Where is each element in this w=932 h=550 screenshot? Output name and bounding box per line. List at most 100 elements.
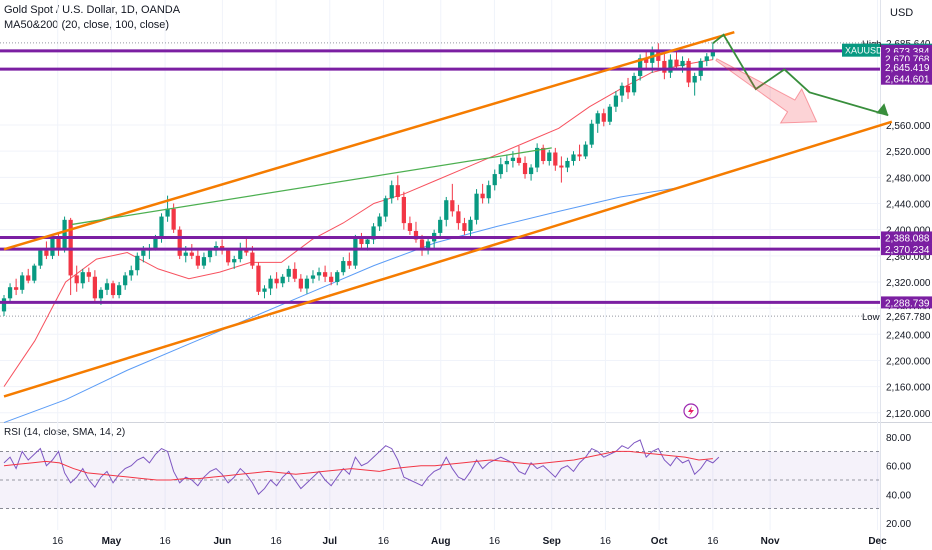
channel-lower-line (3, 120, 893, 398)
candle-body (359, 237, 364, 245)
candle-body (710, 50, 715, 57)
level-label-bg (881, 231, 932, 244)
time-tick-label: Jun (213, 536, 231, 547)
candle-body (510, 157, 516, 161)
candle-body (413, 230, 419, 240)
price-tick-label: 2,560.000 (886, 121, 931, 132)
candle-body (535, 147, 540, 168)
level-label-bg (881, 243, 932, 256)
candle-body (165, 208, 170, 217)
candle-body (438, 219, 443, 233)
candle-body (371, 226, 376, 240)
candle-body (159, 216, 164, 238)
chart-title: Gold Spot / U.S. Dollar, 1D, OANDA (4, 4, 181, 16)
candle-body (56, 237, 61, 250)
level-label-value: 2,645.419 (885, 63, 930, 74)
candle-body (20, 275, 25, 290)
rsi-label: RSI (14, close, SMA, 14, 2) (4, 427, 126, 438)
candle-body (541, 147, 546, 161)
candle-body (50, 237, 55, 256)
axis-label-bg (883, 309, 932, 324)
time-tick-label: May (102, 536, 122, 547)
channel-upper-line (3, 30, 735, 251)
candle-body (492, 174, 497, 186)
level-label-bg (881, 296, 932, 309)
level-label-value: 2,673.384 (885, 47, 930, 58)
candle-body (383, 198, 388, 217)
candle-body (589, 123, 594, 145)
pane-separator (0, 422, 932, 423)
axis-marker-name: Low (862, 312, 880, 323)
level-label-value: 2,644.601 (885, 75, 930, 86)
candle-body (674, 59, 679, 67)
price-tick-label: 2,520.000 (886, 147, 931, 158)
candle-body (141, 250, 146, 256)
rsi-line (3, 439, 720, 496)
candle-body (207, 250, 213, 258)
candle-body (195, 255, 200, 266)
down-arrow-drawing (715, 58, 818, 124)
projection-path (712, 33, 889, 117)
candle-body (316, 272, 322, 276)
time-tick-label: 16 (489, 536, 501, 547)
candle-body (601, 113, 606, 122)
candle-body (98, 289, 104, 299)
candle-body (232, 259, 237, 263)
candle-body (292, 268, 297, 279)
rsi-sma-line (3, 450, 713, 481)
time-tick-label: 16 (160, 536, 172, 547)
candle-body (171, 208, 176, 230)
level-label-value: 2,670.768 (885, 55, 930, 66)
price-tick-label: 2,320.000 (886, 278, 931, 289)
candle-body (135, 255, 140, 271)
ma20-line (3, 59, 713, 387)
candle-body (38, 250, 43, 266)
level-label-bg (881, 61, 932, 74)
candle-body (486, 185, 491, 199)
candle-body (104, 283, 110, 290)
candle-body (341, 261, 346, 273)
candle-body (638, 58, 643, 76)
price-tick-label: 2,480.000 (886, 173, 931, 184)
candle-body (44, 250, 49, 256)
candle-body (280, 276, 285, 284)
candle-body (7, 287, 13, 299)
candle-body (528, 167, 534, 175)
time-tick-label: 16 (52, 536, 64, 547)
candle-body (559, 165, 564, 168)
ma100-line (3, 186, 683, 424)
candle-body (565, 160, 570, 168)
candle-body (425, 241, 431, 250)
candle-body (13, 287, 19, 290)
candle-body (389, 185, 394, 199)
candle-body (262, 288, 267, 292)
candle-body (407, 223, 413, 231)
candle-body (183, 252, 188, 256)
candle-body (656, 51, 661, 61)
candle-body (462, 223, 467, 231)
candle-body (504, 160, 509, 165)
symbol-tag-bg (842, 43, 880, 57)
candle-body (456, 211, 461, 224)
candle-body (298, 278, 303, 289)
candle-body (468, 219, 473, 231)
time-tick-label: 16 (600, 536, 612, 547)
price-axis-border (880, 0, 881, 550)
candle-body (480, 193, 485, 199)
candle-body (274, 278, 279, 284)
candle-body (310, 275, 316, 279)
candle-body (583, 144, 588, 157)
candle-body (201, 257, 207, 266)
price-tick-label: 2,360.000 (886, 252, 931, 263)
candle-body (522, 162, 528, 175)
candle-body (177, 229, 182, 256)
level-label-value: 2,388.088 (885, 233, 930, 244)
indicator-label: MA50&200 (20, close, 100, close) (4, 19, 170, 31)
projection-arrowhead (876, 103, 889, 116)
rsi-tick-label: 20.00 (886, 519, 911, 530)
level-label-value: 2,370.234 (885, 245, 930, 256)
trend-line (71, 147, 552, 226)
candle-body (110, 283, 116, 296)
candle-body (704, 56, 709, 61)
